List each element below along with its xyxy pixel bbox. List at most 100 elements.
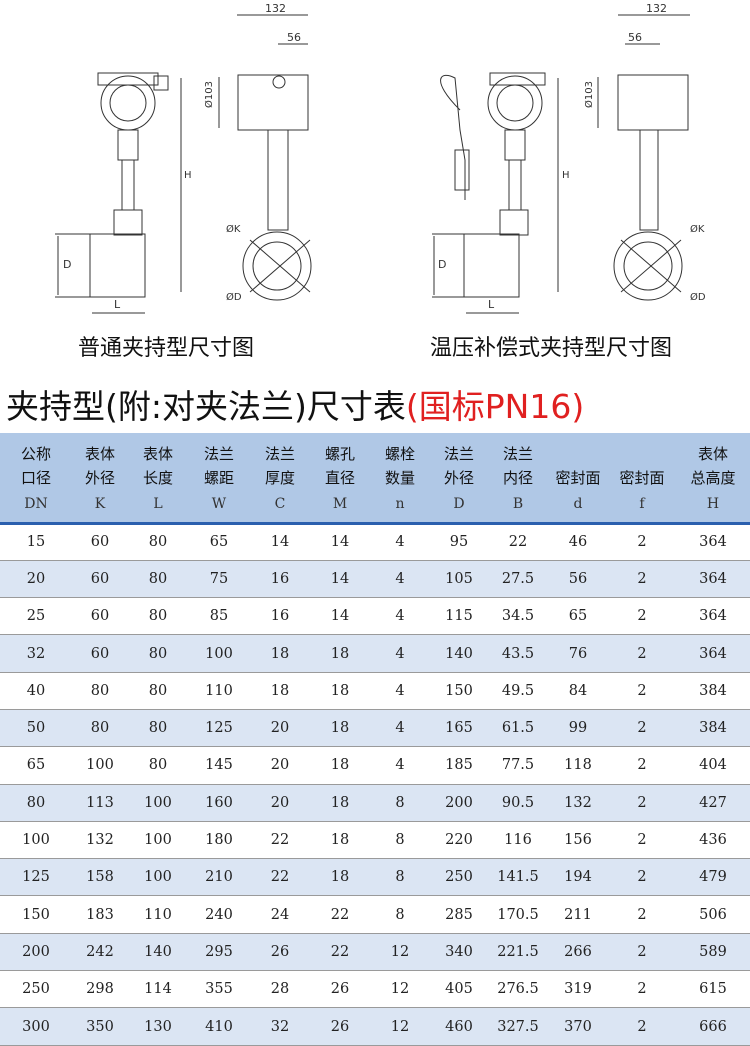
column-header-l1: 法兰 [203, 444, 234, 463]
table-cell: 34.5 [488, 597, 548, 636]
table-cell: 24 [250, 895, 310, 934]
table-cell: 100 [72, 746, 128, 785]
table-cell: 384 [676, 709, 750, 748]
table-cell: 427 [676, 784, 750, 822]
table-cell: 140 [128, 933, 188, 972]
column-header-sym: M [332, 495, 348, 512]
table-cell: 99 [548, 709, 608, 748]
dim-length-label: L [488, 298, 495, 311]
column-header-l1: 法兰 [264, 444, 295, 463]
table-row: 125 158 100 210 22 18 8 250 141.5 194 2 479 [0, 858, 750, 897]
table-cell: 2 [608, 560, 676, 599]
table-cell: 100 [0, 821, 72, 860]
table-cell: 2 [608, 895, 676, 934]
dim-d-label: ØD [690, 291, 706, 303]
table-cell: 8 [370, 821, 430, 860]
table-cell: 350 [72, 1007, 128, 1046]
table-cell: 14 [310, 560, 370, 599]
table-cell: 12 [370, 970, 430, 1009]
table-cell: 105 [430, 560, 488, 599]
table-cell: 84 [548, 672, 608, 710]
table-cell: 18 [310, 821, 370, 860]
table-cell: 2 [608, 672, 676, 710]
table-cell: 165 [430, 709, 488, 748]
table-cell: 22 [250, 821, 310, 860]
table-cell: 26 [310, 970, 370, 1009]
column-header-l2: 外径 [84, 468, 115, 487]
table-cell: 18 [310, 634, 370, 673]
standard-clamp-drawing: D L H 132 56 Ø103 ØK ØD [55, 2, 312, 314]
column-header: 法兰 外径 D [430, 433, 488, 525]
column-header: 法兰 内径 B [488, 433, 548, 525]
table-cell: 18 [250, 634, 310, 673]
table-cell: 14 [310, 597, 370, 636]
column-header-sym: n [395, 495, 405, 512]
table-cell: 156 [548, 821, 608, 860]
table-row: 80 113 100 160 20 18 8 200 90.5 132 2 427 [0, 784, 750, 822]
dim-d-label: ØD [226, 291, 242, 303]
column-header: 密封面 f [608, 433, 676, 525]
table-cell: 2 [608, 821, 676, 860]
table-cell: 22 [310, 933, 370, 972]
table-cell: 194 [548, 858, 608, 897]
table-cell: 20 [250, 709, 310, 748]
table-cell: 276.5 [488, 970, 548, 1009]
page-title: 夹持型(附:对夹法兰)尺寸表(国标PN16) [6, 380, 584, 428]
table-cell: 14 [310, 523, 370, 561]
table-cell: 364 [676, 560, 750, 599]
table-cell: 85 [188, 597, 250, 636]
table-cell: 4 [370, 672, 430, 710]
table-cell: 404 [676, 746, 750, 785]
column-header-l1: 表体 [84, 444, 115, 463]
column-header: 公称 口径 DN [0, 433, 72, 525]
column-header: 法兰 厚度 C [250, 433, 310, 525]
table-cell: 615 [676, 970, 750, 1009]
table-cell: 22 [488, 523, 548, 561]
table-cell: 46 [548, 523, 608, 561]
column-header-l1: 公称 [20, 444, 51, 463]
table-cell: 2 [608, 746, 676, 785]
table-cell: 2 [608, 970, 676, 1009]
table-cell: 110 [188, 672, 250, 710]
table-cell: 12 [370, 1007, 430, 1046]
table-cell: 327.5 [488, 1007, 548, 1046]
table-cell: 150 [430, 672, 488, 710]
table-cell: 211 [548, 895, 608, 934]
table-cell: 460 [430, 1007, 488, 1046]
column-header-l2: 直径 [324, 468, 355, 487]
dim-height-label: H [184, 170, 192, 181]
table-cell: 2 [608, 597, 676, 636]
table-cell: 100 [128, 858, 188, 897]
table-cell: 185 [430, 746, 488, 785]
column-header-l1: 螺栓 [384, 444, 415, 463]
title-standard: (国标PN16) [405, 387, 585, 426]
table-cell: 65 [548, 597, 608, 636]
table-cell: 32 [250, 1007, 310, 1046]
column-header-l1: 表体 [697, 444, 728, 463]
title-main: 夹持型(附:对夹法兰)尺寸表 [6, 387, 406, 426]
column-header: 表体 外径 K [72, 433, 128, 525]
column-header: 螺栓 数量 n [370, 433, 430, 525]
table-cell: 61.5 [488, 709, 548, 748]
column-header-sym: f [639, 495, 645, 512]
table-cell: 22 [310, 895, 370, 934]
column-header-l2: 密封面 [619, 468, 665, 487]
table-cell: 115 [430, 597, 488, 636]
column-header-l2: 内径 [502, 468, 533, 487]
table-cell: 2 [608, 523, 676, 561]
table-cell: 132 [548, 784, 608, 822]
table-row: 100 132 100 180 22 18 8 220 116 156 2 436 [0, 821, 750, 860]
dim-pipe-label: D [438, 258, 446, 271]
dim-head-label: Ø103 [583, 81, 595, 108]
table-cell: 116 [488, 821, 548, 860]
column-header-l2: 长度 [142, 468, 173, 487]
column-header-l1 [548, 442, 608, 466]
table-cell: 170.5 [488, 895, 548, 934]
table-cell: 364 [676, 634, 750, 673]
table-cell: 80 [128, 560, 188, 599]
table-row: 200 242 140 295 26 22 12 340 221.5 266 2 589 [0, 933, 750, 972]
table-cell: 479 [676, 858, 750, 897]
table-cell: 200 [0, 933, 72, 972]
column-header-l1: 表体 [142, 444, 173, 463]
table-cell: 130 [128, 1007, 188, 1046]
